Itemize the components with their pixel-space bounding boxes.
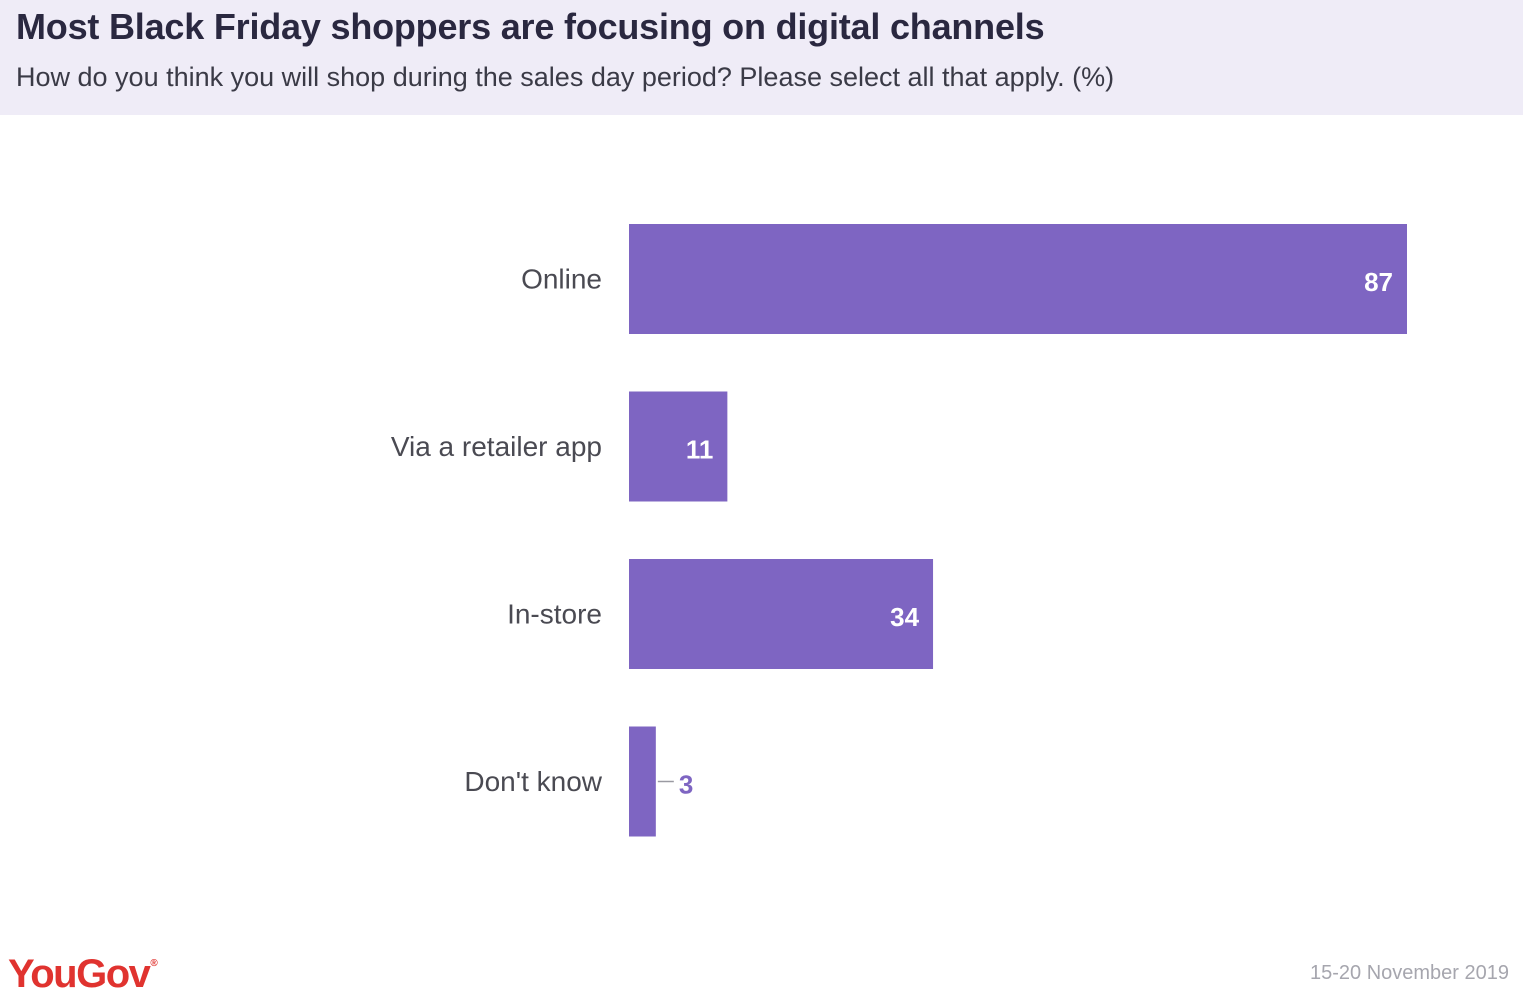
logo-text: YouGov <box>8 952 151 996</box>
bar-chart-svg: Online 87 Via a retailer app 11 In-store 34 Do… <box>391 224 1407 837</box>
value-label-via-a-retailer-app: 11 <box>686 435 714 465</box>
value-label-don-t-know: 3 <box>679 770 693 800</box>
category-label-online: Online <box>521 264 602 295</box>
bar-via-a-retailer-app <box>629 391 728 502</box>
value-label-online: 87 <box>1364 267 1393 297</box>
chart-title: Most Black Friday shoppers are focusing … <box>16 6 1045 47</box>
bar-online <box>629 224 1407 334</box>
category-label-via-a-retailer-app: Via a retailer app <box>391 431 602 462</box>
bar-don-t-know <box>629 726 656 837</box>
bar-chart: Online 87 Via a retailer app 11 In-store 34 Do… <box>0 115 1523 935</box>
category-label-don-t-know: Don't know <box>464 766 602 797</box>
category-label-in-store: In-store <box>507 599 602 630</box>
value-label-in-store: 34 <box>890 602 919 632</box>
registered-mark: ® <box>150 958 158 969</box>
bar-in-store <box>629 559 934 669</box>
chart-subtitle: How do you think you will shop during th… <box>16 62 1115 92</box>
chart-header: Most Black Friday shoppers are focusing … <box>0 0 1523 115</box>
survey-date: 15-20 November 2019 <box>1309 962 1509 984</box>
yougov-logo: YouGov® <box>8 952 158 997</box>
